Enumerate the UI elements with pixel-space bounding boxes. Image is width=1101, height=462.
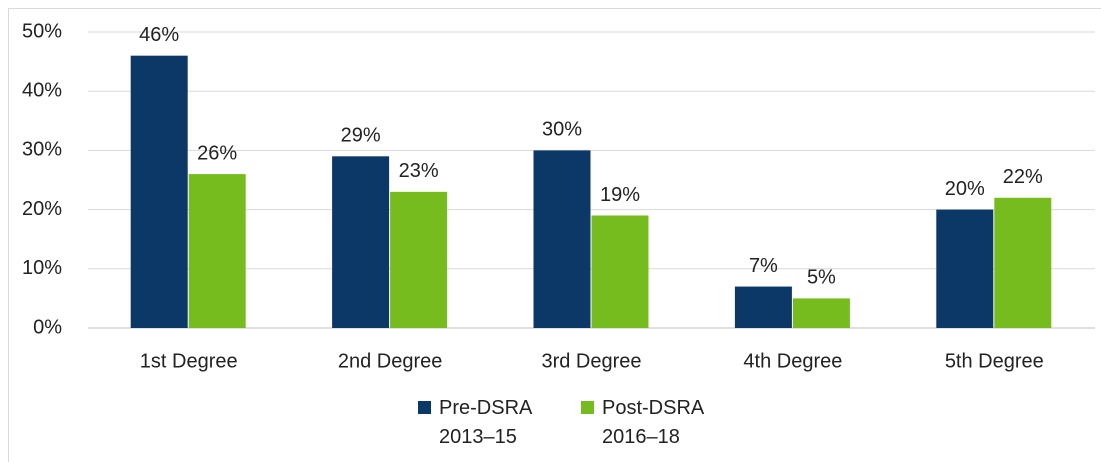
bar: [591, 215, 649, 328]
data-label: 30%: [542, 119, 582, 141]
bar: [792, 298, 850, 328]
bar: [734, 286, 792, 328]
bar: [130, 55, 188, 329]
data-label: 7%: [749, 255, 778, 277]
y-tick-label: 0%: [33, 316, 62, 338]
y-tick-label: 30%: [22, 139, 62, 161]
y-tick-label: 50%: [22, 20, 62, 42]
x-tick-label: 1st Degree: [140, 350, 238, 372]
legend-swatch: [418, 401, 431, 414]
bar: [994, 197, 1052, 328]
legend-item: Pre-DSRA 2013–15: [418, 394, 559, 452]
legend-label: Pre-DSRA 2013–15: [439, 397, 532, 448]
bar: [390, 191, 448, 328]
data-label: 23%: [399, 160, 439, 182]
data-label: 46%: [139, 24, 179, 46]
y-tick-label: 20%: [22, 198, 62, 220]
legend-swatch: [581, 401, 594, 414]
legend-label: Post-DSRA 2016–18: [602, 397, 704, 448]
x-tick-label: 2nd Degree: [338, 350, 443, 372]
bar: [332, 156, 390, 328]
data-label: 20%: [945, 178, 985, 200]
data-label: 29%: [341, 125, 381, 147]
x-tick-label: 4th Degree: [743, 350, 842, 372]
x-tick-label: 5th Degree: [945, 350, 1044, 372]
bar: [533, 150, 591, 328]
data-label: 5%: [807, 267, 836, 289]
legend-item: Post-DSRA 2016–18: [581, 394, 722, 452]
data-label: 19%: [600, 184, 640, 206]
bar: [188, 174, 246, 328]
y-tick-label: 10%: [22, 257, 62, 279]
data-label: 22%: [1003, 166, 1043, 188]
data-label: 26%: [197, 142, 237, 164]
chart-border: [8, 8, 1101, 462]
legend: Pre-DSRA 2013–15 Post-DSRA 2016–18: [418, 394, 722, 452]
y-tick-label: 40%: [22, 79, 62, 101]
bar: [936, 209, 994, 328]
x-tick-label: 3rd Degree: [541, 350, 641, 372]
